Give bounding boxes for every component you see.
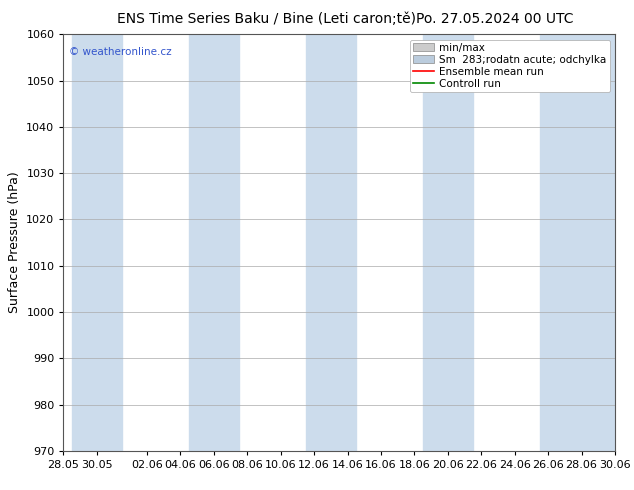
Bar (423, 34, 473, 451)
Bar (306, 34, 356, 451)
Y-axis label: Surface Pressure (hPa): Surface Pressure (hPa) (8, 172, 21, 314)
Text: © weatheronline.cz: © weatheronline.cz (69, 47, 172, 57)
Bar (189, 34, 239, 451)
Text: Po. 27.05.2024 00 UTC: Po. 27.05.2024 00 UTC (416, 12, 573, 26)
Bar (540, 34, 615, 451)
Bar (72, 34, 122, 451)
Text: ENS Time Series Baku / Bine (Leti caron;tě): ENS Time Series Baku / Bine (Leti caron;… (117, 12, 416, 26)
Legend: min/max, Sm  283;rodatn acute; odchylka, Ensemble mean run, Controll run: min/max, Sm 283;rodatn acute; odchylka, … (410, 40, 610, 92)
